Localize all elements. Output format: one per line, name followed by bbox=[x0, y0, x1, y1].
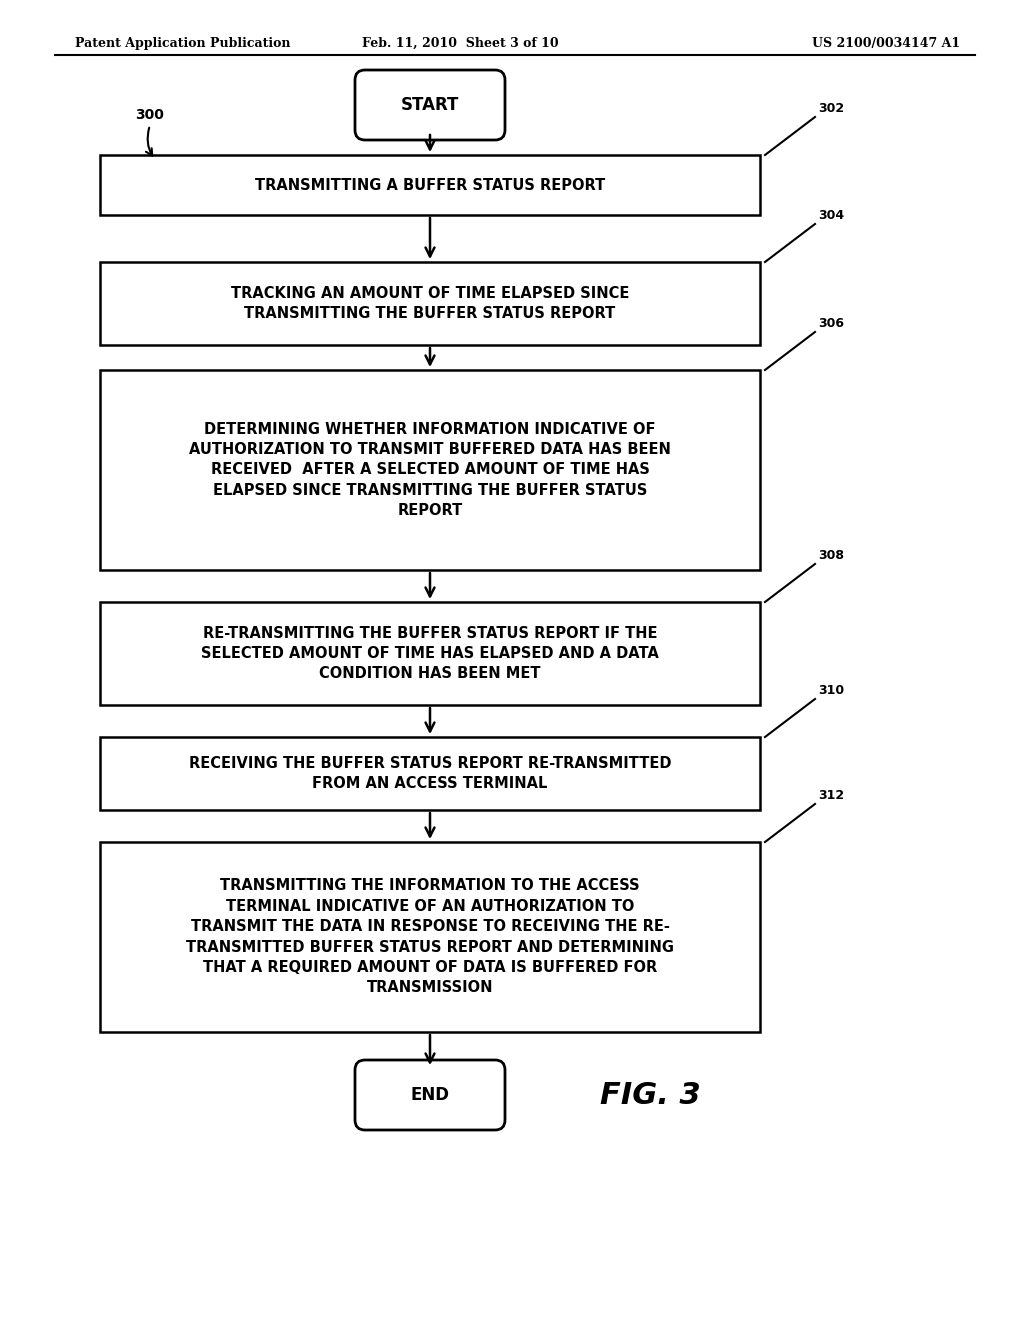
Text: START: START bbox=[400, 96, 459, 114]
Text: 308: 308 bbox=[818, 549, 844, 562]
Bar bbox=[100, 842, 760, 1032]
Text: TRANSMITTING THE INFORMATION TO THE ACCESS
TERMINAL INDICATIVE OF AN AUTHORIZATI: TRANSMITTING THE INFORMATION TO THE ACCE… bbox=[186, 879, 674, 995]
Bar bbox=[100, 370, 760, 570]
Text: 312: 312 bbox=[818, 789, 844, 803]
Bar bbox=[100, 261, 760, 345]
Text: Patent Application Publication: Patent Application Publication bbox=[75, 37, 291, 50]
Text: RECEIVING THE BUFFER STATUS REPORT RE-TRANSMITTED
FROM AN ACCESS TERMINAL: RECEIVING THE BUFFER STATUS REPORT RE-TR… bbox=[188, 756, 672, 791]
FancyBboxPatch shape bbox=[355, 70, 505, 140]
Text: TRACKING AN AMOUNT OF TIME ELAPSED SINCE
TRANSMITTING THE BUFFER STATUS REPORT: TRACKING AN AMOUNT OF TIME ELAPSED SINCE… bbox=[230, 286, 629, 321]
FancyBboxPatch shape bbox=[355, 1060, 505, 1130]
Bar bbox=[100, 737, 760, 810]
Text: Feb. 11, 2010  Sheet 3 of 10: Feb. 11, 2010 Sheet 3 of 10 bbox=[361, 37, 558, 50]
Text: 300: 300 bbox=[135, 108, 164, 121]
Text: END: END bbox=[411, 1086, 450, 1104]
Text: 304: 304 bbox=[818, 209, 844, 222]
Text: 310: 310 bbox=[818, 684, 844, 697]
Text: RE-TRANSMITTING THE BUFFER STATUS REPORT IF THE
SELECTED AMOUNT OF TIME HAS ELAP: RE-TRANSMITTING THE BUFFER STATUS REPORT… bbox=[201, 626, 658, 681]
Text: DETERMINING WHETHER INFORMATION INDICATIVE OF
AUTHORIZATION TO TRANSMIT BUFFERED: DETERMINING WHETHER INFORMATION INDICATI… bbox=[189, 421, 671, 519]
Bar bbox=[100, 602, 760, 705]
Bar bbox=[100, 154, 760, 215]
Text: 306: 306 bbox=[818, 317, 844, 330]
Text: TRANSMITTING A BUFFER STATUS REPORT: TRANSMITTING A BUFFER STATUS REPORT bbox=[255, 177, 605, 193]
Text: 302: 302 bbox=[818, 102, 844, 115]
Text: US 2100/0034147 A1: US 2100/0034147 A1 bbox=[812, 37, 961, 50]
Text: FIG. 3: FIG. 3 bbox=[600, 1081, 700, 1110]
